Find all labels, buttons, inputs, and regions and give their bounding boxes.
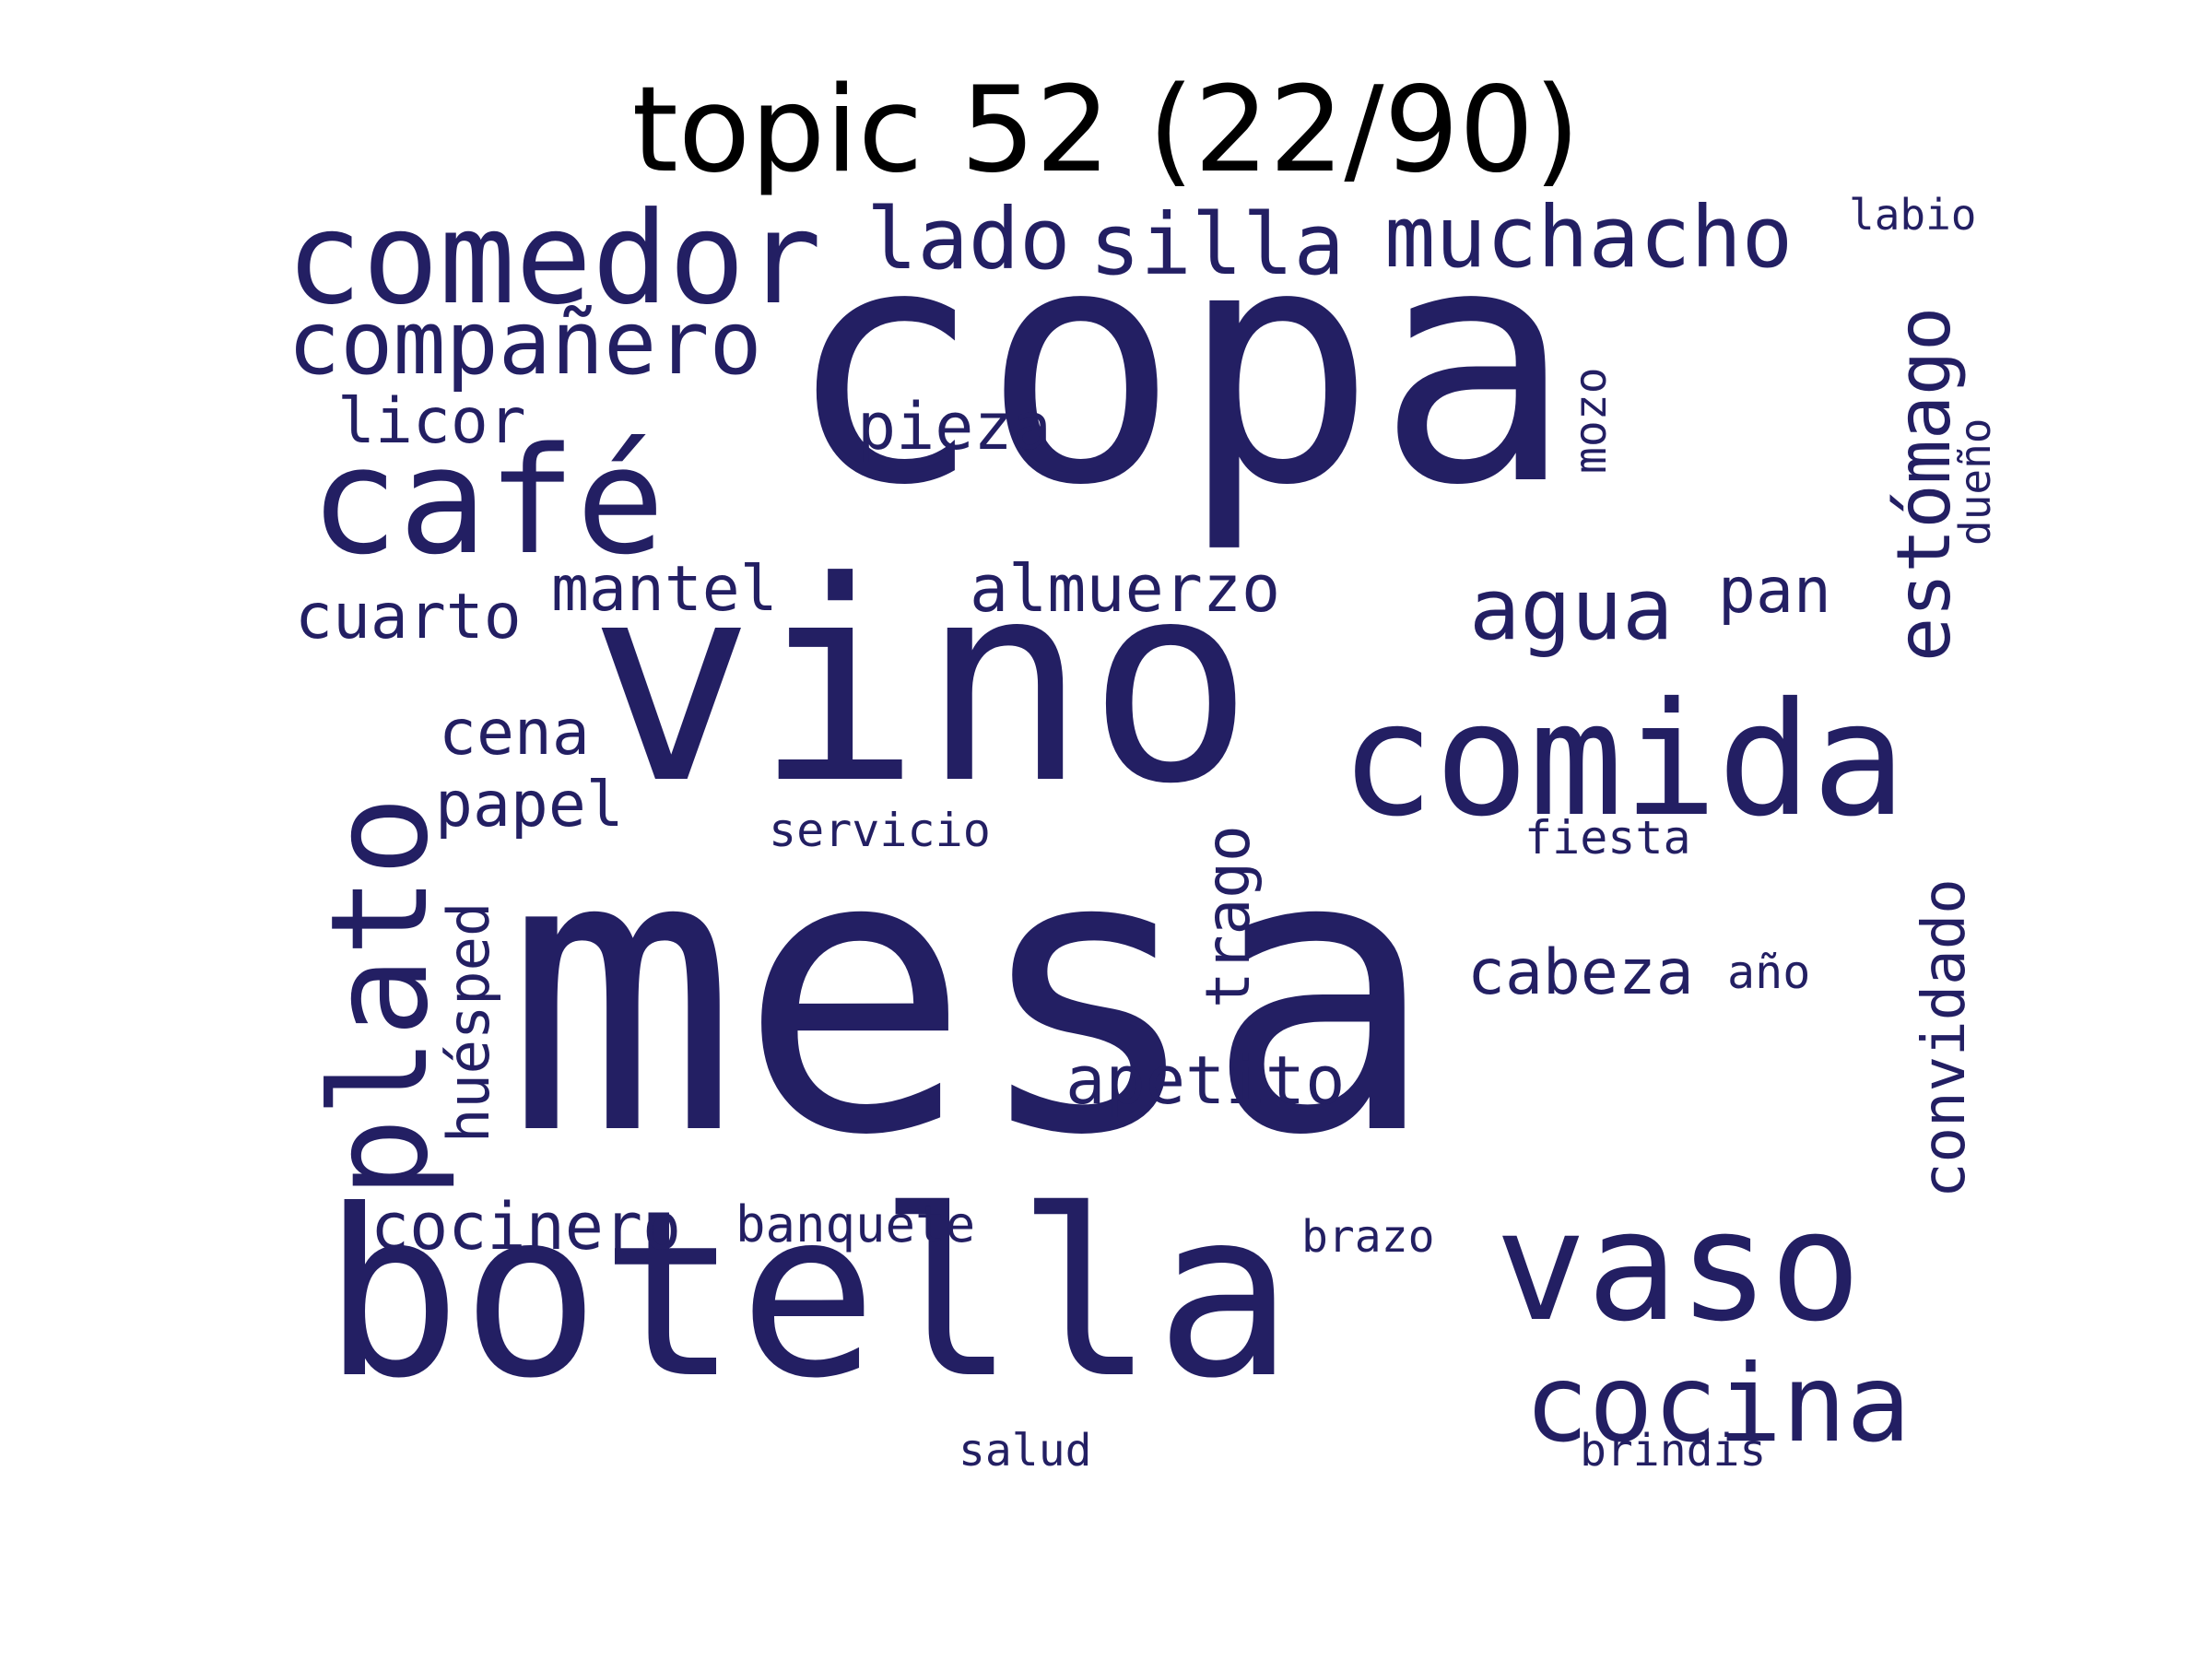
word-cocinero: cocinero <box>371 1189 682 1265</box>
word-licor: licor <box>337 385 526 458</box>
word-salud: salud <box>959 1425 1092 1477</box>
word-comedor: comedor <box>286 184 822 333</box>
word-copa: copa <box>785 175 1573 557</box>
word-ano: año <box>1727 946 1811 999</box>
word-servicio: servicio <box>769 804 991 857</box>
word-cocina: cocina <box>1524 1342 1912 1466</box>
word-trago: trago <box>1193 825 1264 1008</box>
word-vaso: vaso <box>1495 1178 1862 1355</box>
word-botella: botella <box>323 1160 1294 1429</box>
word-companero: compañero <box>288 293 762 394</box>
word-muchacho: muchacho <box>1384 188 1794 287</box>
word-brindis: brindis <box>1580 1425 1767 1477</box>
word-mesa: mesa <box>505 770 1438 1220</box>
word-papel: papel <box>435 769 624 841</box>
word-comida: comida <box>1340 669 1907 852</box>
word-labio: labio <box>1849 190 1977 240</box>
word-huesped: huésped <box>435 901 502 1143</box>
chart-title: topic 52 (22/90) <box>631 62 1581 199</box>
word-plato: plato <box>302 795 458 1199</box>
word-apetito: apetito <box>1065 1041 1346 1119</box>
word-cafe: café <box>310 415 665 587</box>
word-banquete: banquete <box>735 1195 976 1253</box>
word-mozo: mozo <box>1565 367 1617 474</box>
word-fiesta: fiesta <box>1524 811 1691 865</box>
word-pan: pan <box>1718 555 1831 628</box>
word-cuarto: cuarto <box>295 581 522 653</box>
word-dueno: dueño <box>1950 418 2000 546</box>
word-pieza: pieza <box>857 389 1052 465</box>
word-agua: agua <box>1469 560 1674 659</box>
word-lado: lado <box>866 190 1071 288</box>
word-cabeza: cabeza <box>1467 936 1694 1009</box>
word-mantel: mantel <box>551 553 778 626</box>
word-vino: vino <box>588 523 1254 844</box>
word-convidado: convidado <box>1911 878 1979 1198</box>
word-silla: silla <box>1089 195 1345 294</box>
word-cena: cena <box>439 697 590 770</box>
word-almuerzo: almuerzo <box>970 551 1281 627</box>
word-brazo: brazo <box>1301 1211 1435 1263</box>
